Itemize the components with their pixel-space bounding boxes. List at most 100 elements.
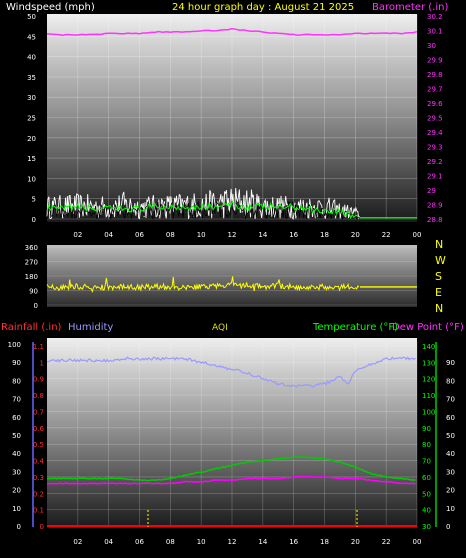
temperature-tick-label-2: 50 (422, 490, 431, 498)
wind-tick-label-10: 50 (27, 13, 36, 21)
humidity-tick-label-5: 50 (12, 432, 21, 440)
temp-hum-x-tick-label-3: 08 (166, 538, 175, 546)
baro-tick-label-5: 29.3 (427, 144, 443, 152)
wind-baro-grid (47, 14, 418, 220)
rain-tick-label-3: 0.3 (33, 474, 44, 482)
rain-tick-label-11: 1.1 (33, 343, 44, 351)
compass-n-bottom: N (435, 302, 443, 315)
temp-hum-x-tick-label-4: 10 (197, 538, 206, 546)
wind-axis: 0 5 10 15 20 25 30 35 40 45 50 (27, 13, 36, 224)
direction-tick-label-1: 90 (29, 288, 38, 296)
direction-tick-label-2: 180 (25, 273, 38, 281)
wind-tick-label-9: 45 (27, 33, 36, 41)
dewpoint-tick-label-6: 60 (446, 414, 455, 422)
baro-tick-label-10: 29.8 (427, 71, 443, 79)
temp-hum-time-axis: 02 04 06 08 10 12 14 16 18 20 22 00 (73, 538, 421, 546)
baro-tick-label-6: 29.4 (427, 129, 443, 137)
compass-e: E (435, 286, 442, 299)
rain-tick-label-10: 1 (40, 359, 44, 367)
wind-baro-series (46, 27, 418, 221)
compass-w: W (435, 254, 446, 267)
rain-tick-label-6: 0.6 (33, 425, 45, 433)
humidity-title: Humidity (68, 322, 113, 333)
wind-tick-label-0: 0 (32, 216, 36, 224)
rain-tick-label-0: 0 (40, 523, 44, 531)
direction-series (46, 276, 417, 293)
dewpoint-tick-label-7: 70 (446, 396, 455, 404)
humidity-tick-label-2: 20 (12, 487, 21, 495)
wind-x-tick-label-10: 22 (382, 231, 391, 239)
humidity-tick-label-4: 40 (12, 450, 21, 458)
wind-x-tick-label-0: 02 (73, 231, 82, 239)
baro-tick-label-0: 28.8 (427, 216, 443, 224)
wind-tick-label-8: 40 (27, 54, 36, 62)
humidity-tick-label-3: 30 (12, 468, 21, 476)
baro-tick-label-9: 29.7 (427, 86, 443, 94)
temperature-tick-label-0: 30 (422, 523, 431, 531)
temp-hum-x-tick-label-0: 02 (73, 538, 82, 546)
dewpoint-tick-label-9: 90 (446, 359, 455, 367)
dewpoint-tick-label-3: 30 (446, 468, 455, 476)
baro-tick-label-7: 29.5 (427, 115, 443, 123)
rain-tick-label-7: 0.7 (33, 408, 44, 416)
rain-tick-label-9: 0.9 (33, 376, 44, 384)
barometer-series (46, 27, 418, 37)
direction-tick-label-4: 360 (25, 244, 38, 252)
dewpoint-tick-label-0: 0 (446, 523, 450, 531)
temperature-title: Temperature (°F) (312, 322, 398, 333)
temp-hum-axes: 010203040506070809010000.10.20.30.40.50.… (8, 341, 455, 531)
humidity-tick-label-7: 70 (12, 396, 21, 404)
baro-tick-label-12: 30 (427, 42, 436, 50)
temp-hum-x-tick-label-5: 12 (228, 538, 237, 546)
direction-tick-label-0: 0 (34, 302, 38, 310)
wind-x-tick-label-8: 18 (320, 231, 329, 239)
rain-tick-label-5: 0.5 (33, 441, 44, 449)
temp-hum-x-tick-label-1: 04 (104, 538, 113, 546)
humidity-tick-label-9: 90 (12, 359, 21, 367)
compass-n-top: N (435, 238, 443, 251)
dewpoint-tick-label-4: 40 (446, 450, 455, 458)
wind-x-tick-label-2: 06 (135, 231, 144, 239)
temperature-tick-label-8: 110 (422, 392, 435, 400)
humidity-tick-label-1: 10 (12, 505, 21, 513)
rain-title: Rainfall (.in) (1, 322, 62, 333)
temperature-tick-label-10: 130 (422, 359, 435, 367)
barometer-axis: 28.8 28.9 29 29.1 29.2 29.3 29.4 29.5 29.6 29.7 29… (427, 13, 443, 224)
dewpoint-tick-label-1: 10 (446, 505, 455, 513)
temp-hum-x-tick-label-10: 22 (382, 538, 391, 546)
rain-tick-label-4: 0.4 (33, 458, 45, 466)
wind-baro-time-axis: 02 04 06 08 10 12 14 16 18 20 22 00 (73, 231, 421, 239)
wind-x-tick-label-3: 08 (166, 231, 175, 239)
humidity-tick-label-0: 0 (17, 523, 21, 531)
baro-tick-label-1: 28.9 (427, 202, 443, 210)
wind-x-tick-label-1: 04 (104, 231, 113, 239)
baro-tick-label-3: 29.1 (427, 173, 443, 181)
temperature-tick-label-5: 80 (422, 441, 431, 449)
temperature-tick-label-11: 140 (422, 343, 435, 351)
wind-x-tick-label-6: 14 (258, 231, 267, 239)
humidity-tick-label-8: 80 (12, 377, 21, 385)
direction-tick-label-3: 270 (25, 259, 38, 267)
dewpoint-tick-label-5: 50 (446, 432, 455, 440)
temp-hum-x-tick-label-2: 06 (135, 538, 144, 546)
direction-axis: 0 90 180 270 360 (25, 244, 38, 310)
compass-s: S (435, 270, 442, 283)
wind-x-tick-label-9: 20 (351, 231, 360, 239)
temp-hum-x-tick-label-9: 20 (351, 538, 360, 546)
baro-tick-label-2: 29 (427, 187, 436, 195)
baro-tick-label-14: 30.2 (427, 13, 443, 21)
temperature-series (46, 456, 416, 482)
wind-tick-label-3: 15 (27, 155, 36, 163)
wind-tick-label-4: 20 (27, 135, 36, 143)
humidity-tick-label-6: 60 (12, 414, 21, 422)
temp-hum-series (46, 356, 417, 527)
wind-title: Windspeed (mph) (6, 2, 95, 13)
rain-tick-label-2: 0.2 (33, 490, 44, 498)
wind-tick-label-5: 25 (27, 115, 36, 123)
direction-series (46, 276, 360, 293)
temperature-tick-label-7: 100 (422, 408, 435, 416)
dewpoint-tick-label-8: 80 (446, 377, 455, 385)
dewpoint-series (46, 475, 416, 485)
baro-title: Barometer (.in) (372, 2, 448, 13)
wind-x-tick-label-4: 10 (197, 231, 206, 239)
